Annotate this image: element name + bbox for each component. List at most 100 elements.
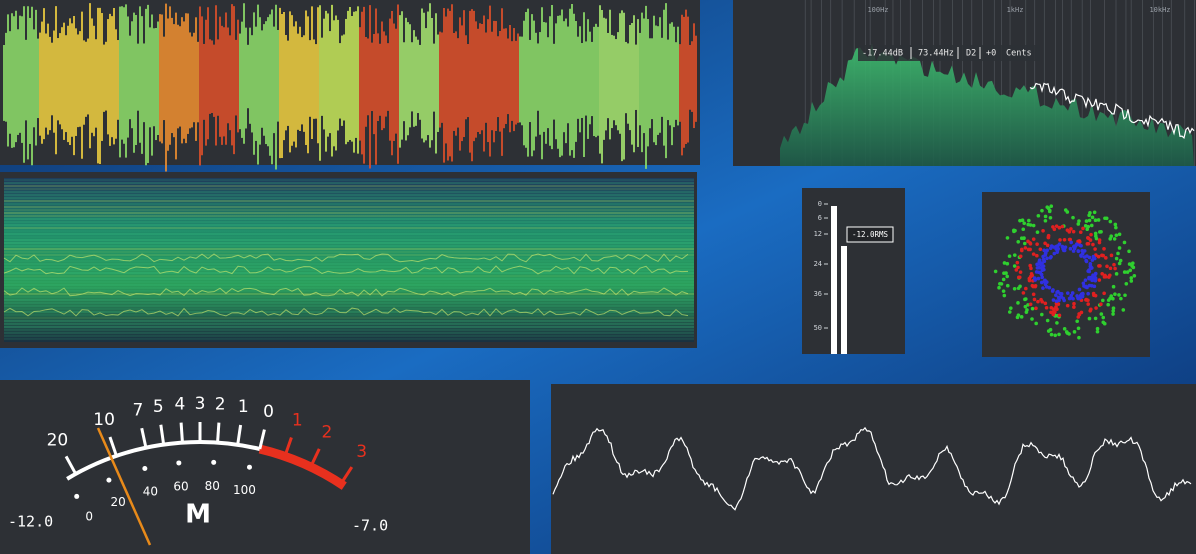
vectorscope-dot — [1055, 321, 1059, 325]
vectorscope-dot — [1113, 292, 1117, 297]
vectorscope-dot — [1127, 249, 1131, 254]
vectorscope-dot — [1033, 278, 1037, 282]
vectorscope-dot — [1026, 239, 1030, 244]
vectorscope-dot — [1112, 262, 1116, 267]
vectorscope-dot — [1049, 254, 1053, 259]
vectorscope-dot — [1018, 254, 1023, 259]
vu-red-tick — [309, 448, 321, 468]
vectorscope-dot — [1071, 249, 1076, 253]
vu-percent-dot — [246, 464, 252, 470]
vectorscope-dot — [1056, 295, 1061, 300]
vectorscope-dot — [1069, 240, 1074, 245]
vu-tick — [236, 424, 243, 445]
vectorscope-dot — [1130, 264, 1134, 268]
vectorscope-dot — [1078, 230, 1083, 235]
vectorscope-dot — [1093, 247, 1097, 251]
vectorscope-dot — [1036, 276, 1041, 281]
vectorscope-dot — [1091, 242, 1095, 247]
vectorscope-dot — [1089, 232, 1093, 237]
rms-box — [846, 226, 894, 243]
vectorscope-dot — [1054, 224, 1059, 228]
vectorscope-dot — [1050, 310, 1055, 315]
vectorscope-dot — [1057, 242, 1062, 246]
oscilloscope-trace — [552, 426, 1192, 511]
vectorscope-dot — [1042, 267, 1046, 272]
vu-red-tick — [283, 436, 293, 457]
vectorscope-dot — [1077, 219, 1081, 223]
vectorscope-dot — [1027, 218, 1031, 223]
vectorscope-dot — [1065, 228, 1070, 232]
vectorscope-dot — [1086, 291, 1090, 296]
vectorscope-dot — [993, 269, 998, 274]
meter-scale-label: 12 — [814, 230, 822, 238]
vectorscope-dot — [1023, 246, 1028, 250]
vectorscope-dot — [1062, 327, 1067, 331]
vectorscope-dot — [1045, 243, 1050, 248]
vectorscope-dot — [1078, 243, 1082, 248]
vectorscope-dot — [1028, 302, 1033, 307]
vectorscope-dot — [1019, 315, 1024, 319]
vectorscope-dot — [1031, 292, 1036, 297]
vectorscope-dot — [1094, 306, 1098, 310]
vectorscope-dot — [1034, 306, 1038, 311]
spectrum-area — [780, 44, 1194, 166]
rms-label: -12.0RMS — [852, 230, 889, 239]
vectorscope-dot — [1076, 222, 1081, 226]
vectorscope-dot — [1114, 272, 1119, 276]
vu-db-label: 0 — [263, 402, 274, 422]
vectorscope-dot — [1005, 236, 1010, 240]
vectorscope-dot — [1012, 286, 1017, 291]
vectorscope-dot — [1046, 233, 1051, 238]
vectorscope-dot — [1048, 327, 1053, 332]
vectorscope-dot — [1022, 221, 1027, 226]
vectorscope-dot — [1129, 279, 1134, 283]
vectorscope-dot — [1086, 224, 1091, 229]
readout-value: 73.44Hz — [918, 49, 954, 59]
vectorscope-dot — [1086, 269, 1090, 273]
vectorscope-dot — [1108, 219, 1113, 224]
vectorscope-dot — [1113, 266, 1117, 271]
vectorscope-dot — [1007, 310, 1012, 314]
vectorscope-dot — [1125, 270, 1130, 274]
vu-percent-dot — [106, 477, 112, 483]
vectorscope-dot — [1020, 248, 1024, 253]
vectorscope-dot — [1051, 225, 1055, 229]
vu-tick — [159, 424, 166, 445]
vectorscope-dot — [1030, 306, 1035, 311]
vectorscope-dot — [1093, 276, 1098, 281]
vu-db-label: 5 — [153, 397, 164, 417]
vectorscope-dot — [1113, 222, 1118, 227]
vectorscope-dot — [1057, 225, 1062, 230]
vectorscope-dot — [1028, 223, 1033, 227]
vectorscope-dot — [1111, 306, 1116, 310]
vectorscope-dot — [1063, 245, 1068, 249]
vectorscope-dot — [1032, 297, 1037, 302]
oscilloscope-panel — [551, 384, 1196, 554]
vectorscope-dot — [1093, 231, 1098, 236]
vectorscope-dot — [1030, 283, 1035, 288]
vectorscope-dot — [1045, 318, 1050, 323]
vectorscope-dot — [1035, 242, 1039, 246]
vu-red-tick — [339, 466, 354, 485]
vectorscope-dot — [1111, 312, 1115, 316]
vectorscope-dot — [1043, 241, 1047, 246]
vectorscope-dot — [1088, 264, 1093, 269]
vectorscope-dot — [1021, 291, 1026, 295]
vu-needle — [96, 427, 152, 546]
vectorscope-dot — [1016, 240, 1021, 244]
vectorscope-dot — [1065, 210, 1070, 214]
vectorscope-dot — [1058, 238, 1062, 242]
vu-db-label: 3 — [195, 394, 206, 414]
vectorscope-dot — [1095, 326, 1100, 331]
vu-scale-arc — [66, 440, 261, 481]
vectorscope-dot — [1001, 277, 1006, 282]
vectorscope-dot — [1086, 302, 1090, 306]
meter-scale-label: 24 — [814, 260, 822, 268]
vectorscope-dot — [1111, 309, 1116, 313]
vu-db-label: 4 — [174, 395, 185, 415]
vectorscope-dot — [1067, 237, 1072, 242]
vectorscope-dot — [1005, 261, 1010, 266]
spectrogram-harmonic — [3, 287, 689, 297]
vu-left-value: -12.0 — [8, 513, 53, 531]
